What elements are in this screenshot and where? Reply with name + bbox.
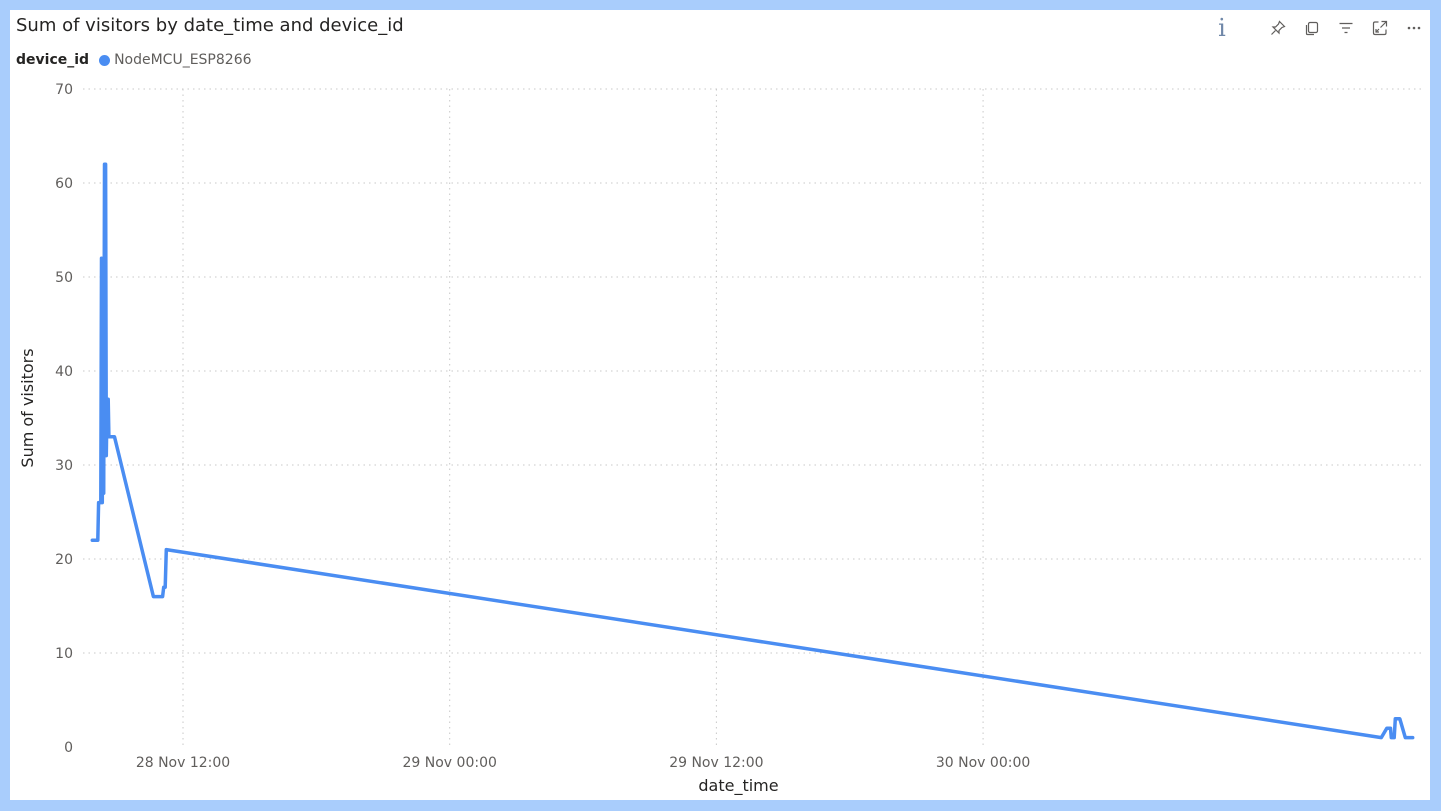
y-tick-label: 70: [55, 82, 73, 98]
focus-mode-icon[interactable]: [1370, 18, 1390, 38]
copy-icon[interactable]: [1302, 18, 1322, 38]
visual-header-toolbar: i: [1212, 14, 1424, 42]
x-tick-label: 30 Nov 00:00: [936, 755, 1030, 771]
y-tick-label: 60: [55, 176, 73, 192]
line-chart: 0 10 20 30 40 50 60 70 28 Nov 12:00 29 Nov 00:00 2…: [18, 82, 1422, 796]
x-tick-label: 28 Nov 12:00: [136, 755, 230, 771]
y-tick-label: 0: [64, 740, 73, 756]
legend: device_id NodeMCU_ESP8266: [16, 52, 252, 68]
chart-title: Sum of visitors by date_time and device_…: [16, 15, 404, 36]
series-line: [90, 162, 1415, 740]
y-tick-label: 30: [55, 458, 73, 474]
legend-marker: [99, 54, 111, 66]
pin-icon[interactable]: [1268, 18, 1288, 38]
x-axis-title: date_time: [698, 776, 778, 796]
info-icon[interactable]: i: [1218, 14, 1226, 42]
filter-icon[interactable]: [1336, 18, 1356, 38]
x-tick-label: 29 Nov 12:00: [669, 755, 763, 771]
visual-card: 0 10 20 30 40 50 60 70 28 Nov 12:00 29 Nov 00:00 2…: [10, 10, 1430, 800]
x-tick-label: 29 Nov 00:00: [403, 755, 497, 771]
y-tick-label: 20: [55, 552, 73, 568]
y-tick-label: 10: [55, 646, 73, 662]
y-tick-label: 40: [55, 364, 73, 380]
more-options-icon[interactable]: [1404, 18, 1424, 38]
legend-item-label: NodeMCU_ESP8266: [114, 52, 252, 68]
y-axis-title: Sum of visitors: [18, 348, 37, 467]
legend-item[interactable]: NodeMCU_ESP8266: [97, 52, 252, 68]
y-tick-label: 50: [55, 270, 73, 286]
legend-title: device_id: [16, 52, 90, 68]
